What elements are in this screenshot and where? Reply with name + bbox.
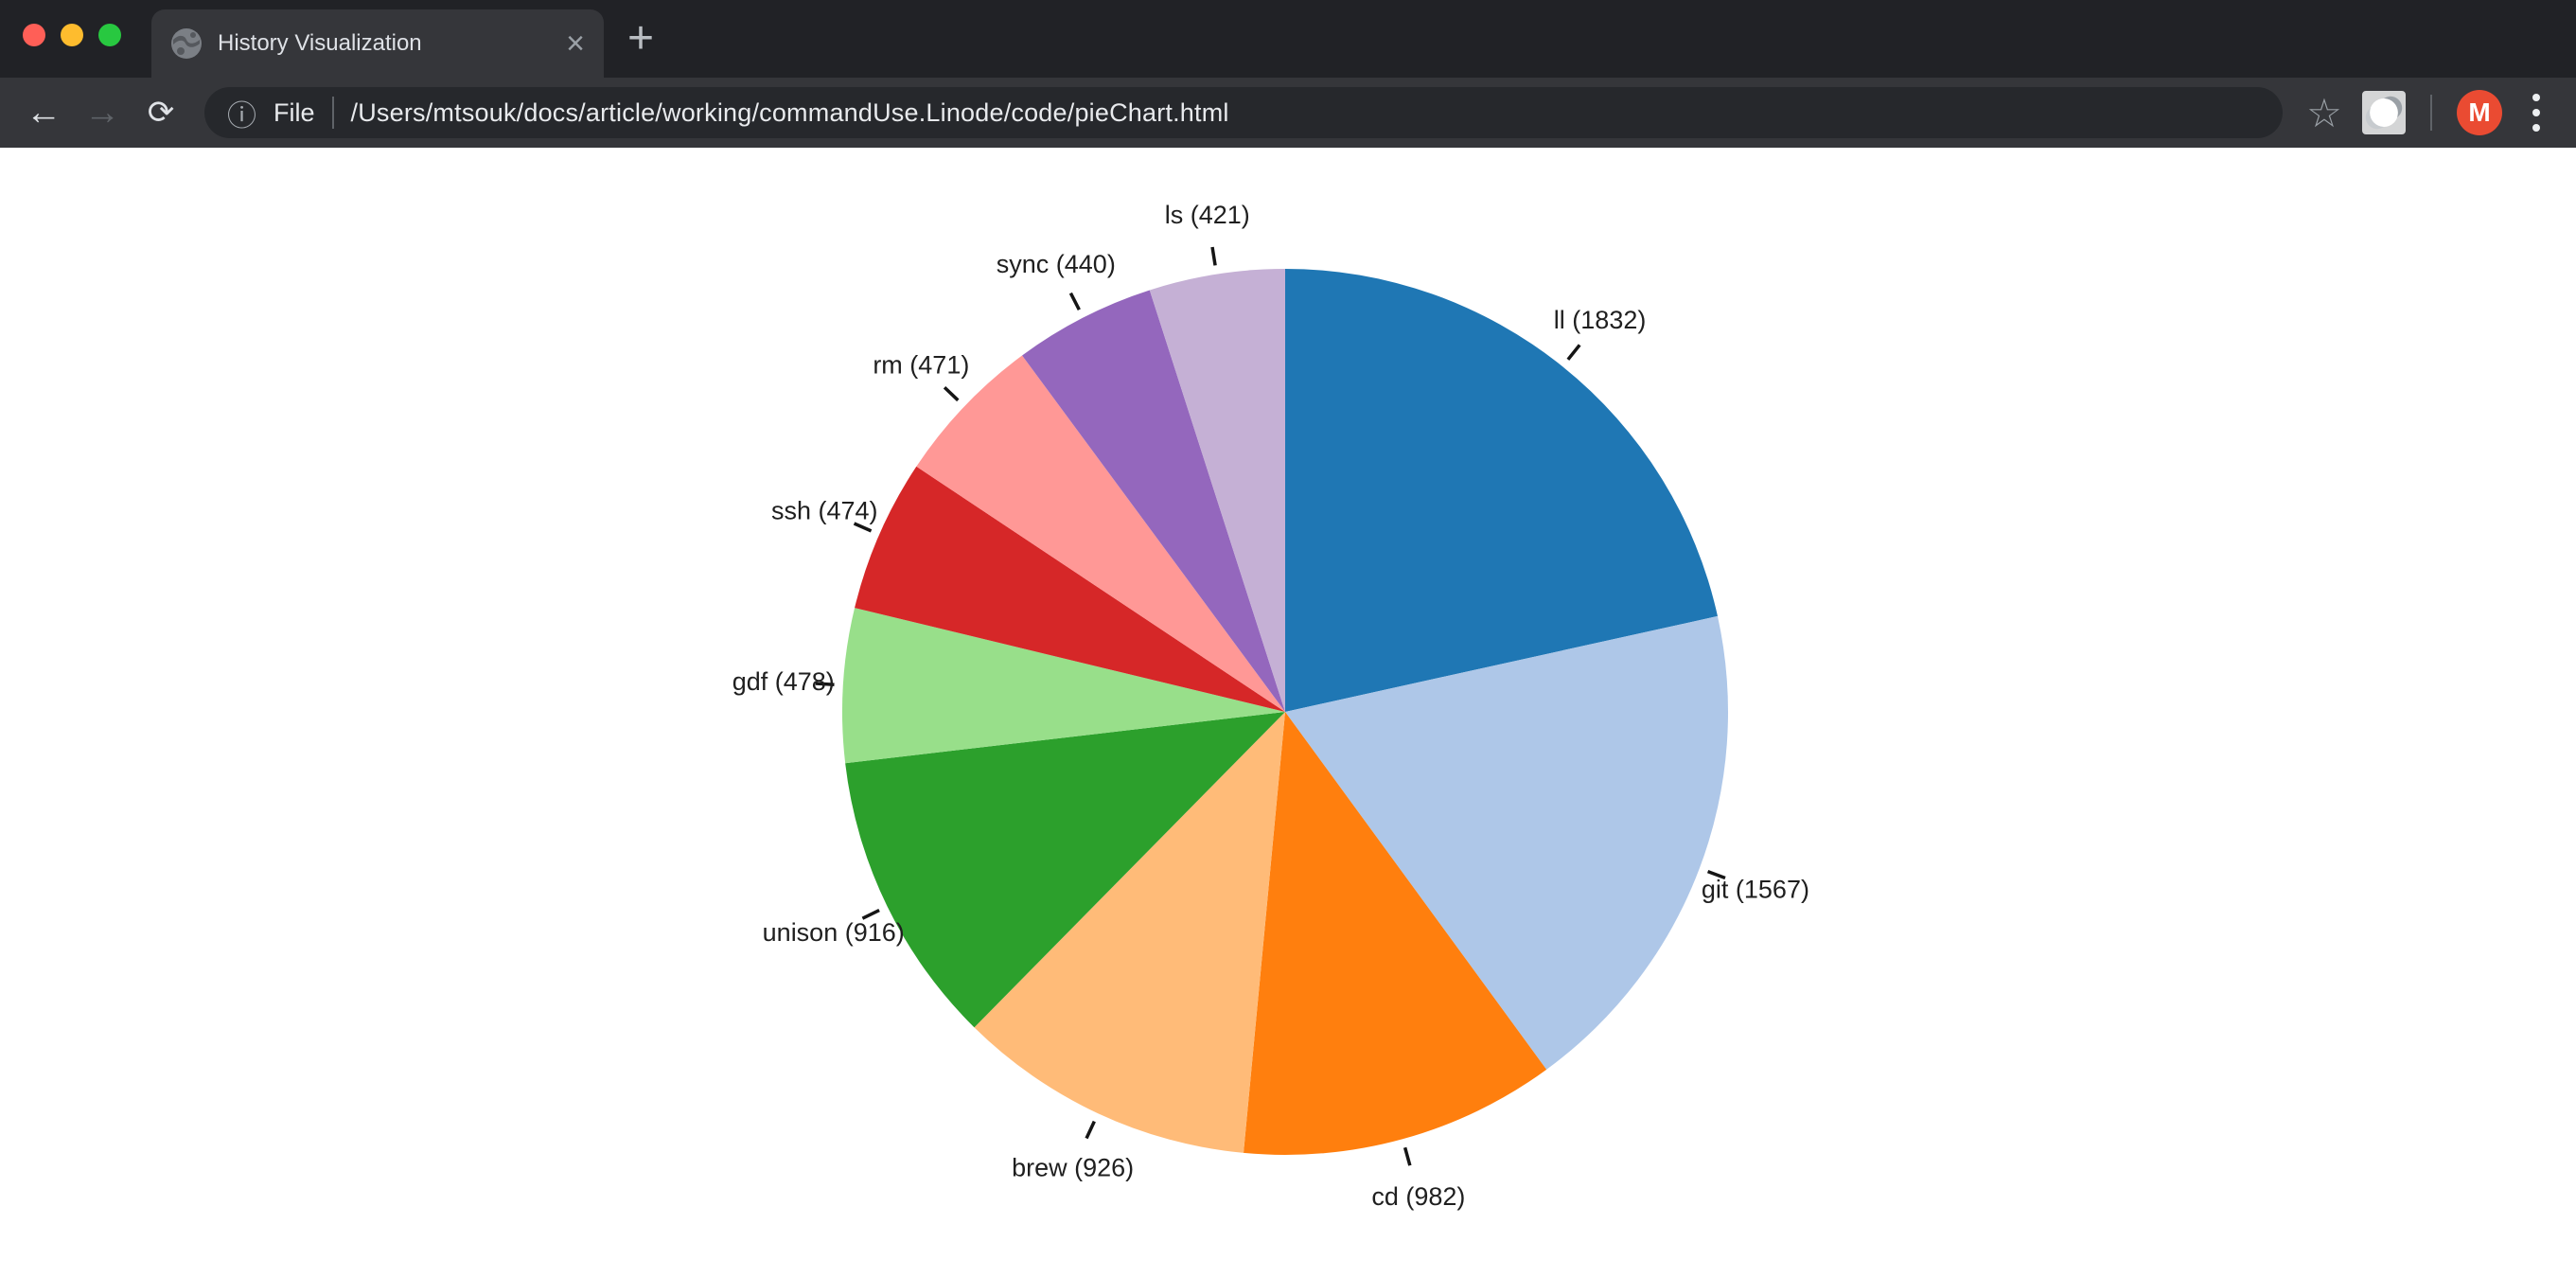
zoom-window-button[interactable] (98, 24, 121, 46)
pie-tick-gdf (815, 682, 835, 686)
pie-label-gdf: gdf (478) (732, 667, 835, 696)
pie-label-git: git (1567) (1702, 876, 1809, 904)
page-info-icon[interactable]: ⓘ (227, 98, 256, 133)
minimize-window-button[interactable] (61, 24, 83, 46)
pie-label-unison: unison (916) (763, 918, 905, 947)
pie-label-ssh: ssh (474) (771, 496, 878, 524)
pie-slice-ls (1149, 269, 1285, 712)
page-content: ll (1832) git (1567) cd (982) brew (926) uni… (0, 148, 2576, 1277)
pie-slice-git (1285, 615, 1728, 1070)
pie-label-sync: sync (440) (997, 250, 1116, 278)
window-controls (23, 24, 121, 46)
omnibox-divider (331, 97, 334, 129)
close-window-button[interactable] (23, 24, 45, 46)
pie-tick-ll (1566, 344, 1581, 361)
pie-tick-ssh (853, 522, 873, 533)
pie-label-brew: brew (926) (1012, 1153, 1134, 1181)
pie-slice-unison (845, 712, 1285, 1028)
pie-tick-unison (861, 908, 880, 920)
pie-tick-brew (1085, 1120, 1096, 1140)
reload-button[interactable]: ⟳ (147, 95, 175, 131)
pie-tick-cd (1403, 1146, 1412, 1166)
back-button[interactable]: ← (26, 93, 62, 133)
pie-slice-gdf (842, 608, 1285, 764)
pie-label-ll: ll (1832) (1554, 306, 1647, 334)
url-scheme-label: File (273, 98, 315, 127)
bookmark-star-icon[interactable]: ☆ (2306, 90, 2342, 135)
globe-favicon (170, 27, 203, 60)
tab-title: History Visualization (218, 30, 422, 56)
pie-slice-brew (974, 712, 1285, 1153)
pie-tick-ls (1210, 246, 1217, 266)
pie-slice-ll (1285, 269, 1718, 712)
pie-slice-cd (1243, 712, 1547, 1155)
new-tab-button[interactable]: + (626, 13, 655, 63)
pie-label-ls: ls (421) (1165, 201, 1250, 229)
pie-slice-sync (1022, 290, 1285, 712)
pie-tick-sync (1068, 292, 1081, 310)
pie-slice-rm (916, 355, 1285, 712)
address-bar[interactable]: ⓘ File /Users/mtsouk/docs/article/workin… (204, 87, 2283, 138)
titlebar: History Visualization × + (0, 0, 2576, 78)
toolbar: ← → ⟳ ⓘ File /Users/mtsouk/docs/article/… (0, 78, 2576, 148)
browser-tab[interactable]: History Visualization × (151, 9, 604, 78)
pie-label-rm: rm (471) (873, 351, 969, 380)
pie-tick-rm (943, 385, 960, 402)
url-text[interactable]: /Users/mtsouk/docs/article/working/comma… (350, 98, 1229, 127)
profile-avatar[interactable]: M (2457, 90, 2502, 135)
pie-tick-git (1706, 869, 1726, 880)
pie-chart: ll (1832) git (1567) cd (982) brew (926) uni… (732, 201, 1809, 1211)
pie-slice-ssh (855, 466, 1285, 712)
extension-icon[interactable] (2362, 91, 2406, 134)
menu-kebab-icon[interactable] (2515, 94, 2557, 132)
tab-close-icon[interactable]: × (566, 26, 585, 62)
forward-button[interactable]: → (84, 93, 120, 133)
toolbar-divider (2430, 95, 2432, 131)
pie-label-cd: cd (982) (1371, 1182, 1465, 1211)
